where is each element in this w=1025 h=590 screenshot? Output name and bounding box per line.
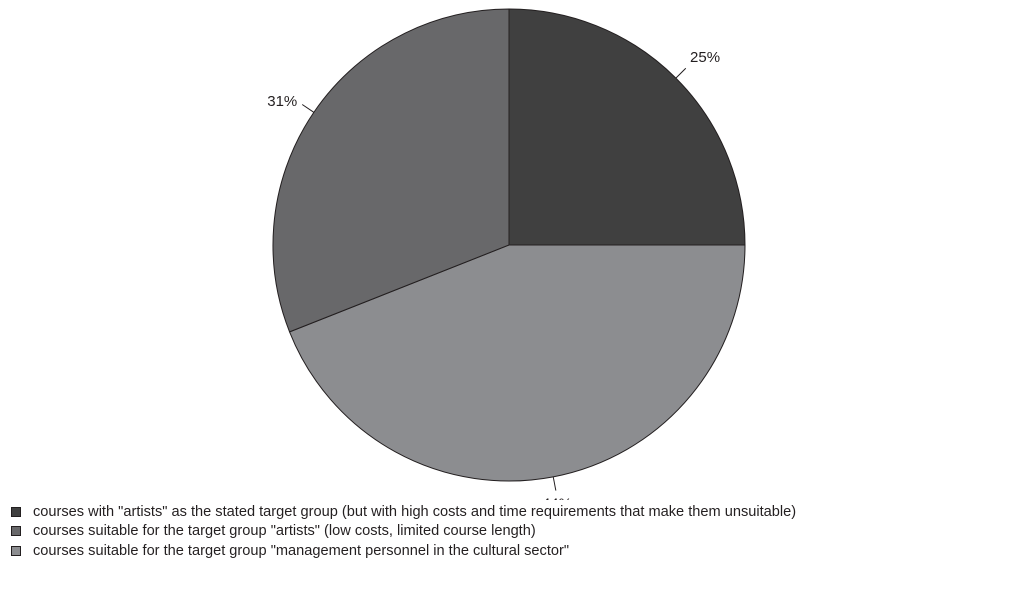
pie-slice-44-percent <box>289 244 746 482</box>
legend-swatch-icon <box>11 506 21 517</box>
legend-item-management-courses: courses suitable for the target group "m… <box>11 541 1021 561</box>
slice-leader-line <box>675 67 687 79</box>
legend-swatch-icon <box>11 545 21 556</box>
legend-label: courses suitable for the target group "m… <box>33 542 570 559</box>
slice-value-label: 44% <box>542 495 572 500</box>
legend-item-suitable-artist-courses: courses suitable for the target group "a… <box>11 522 1021 542</box>
slice-value-label: 25% <box>690 49 720 66</box>
slice-value-label: 31% <box>267 93 297 110</box>
chart-legend: courses with "artists" as the stated tar… <box>11 502 1021 561</box>
slice-leader-line <box>301 104 315 113</box>
legend-label: courses with "artists" as the stated tar… <box>33 503 797 520</box>
legend-item-expensive-artist-courses: courses with "artists" as the stated tar… <box>11 502 1021 522</box>
pie-slice-25-percent <box>508 8 746 246</box>
legend-swatch-icon <box>11 526 21 537</box>
pie-chart: 25% 44% 31% <box>267 8 746 500</box>
slice-leader-line <box>552 476 557 491</box>
pie-chart-canvas: 25% 44% 31% <box>267 8 746 500</box>
legend-label: courses suitable for the target group "a… <box>33 523 536 540</box>
